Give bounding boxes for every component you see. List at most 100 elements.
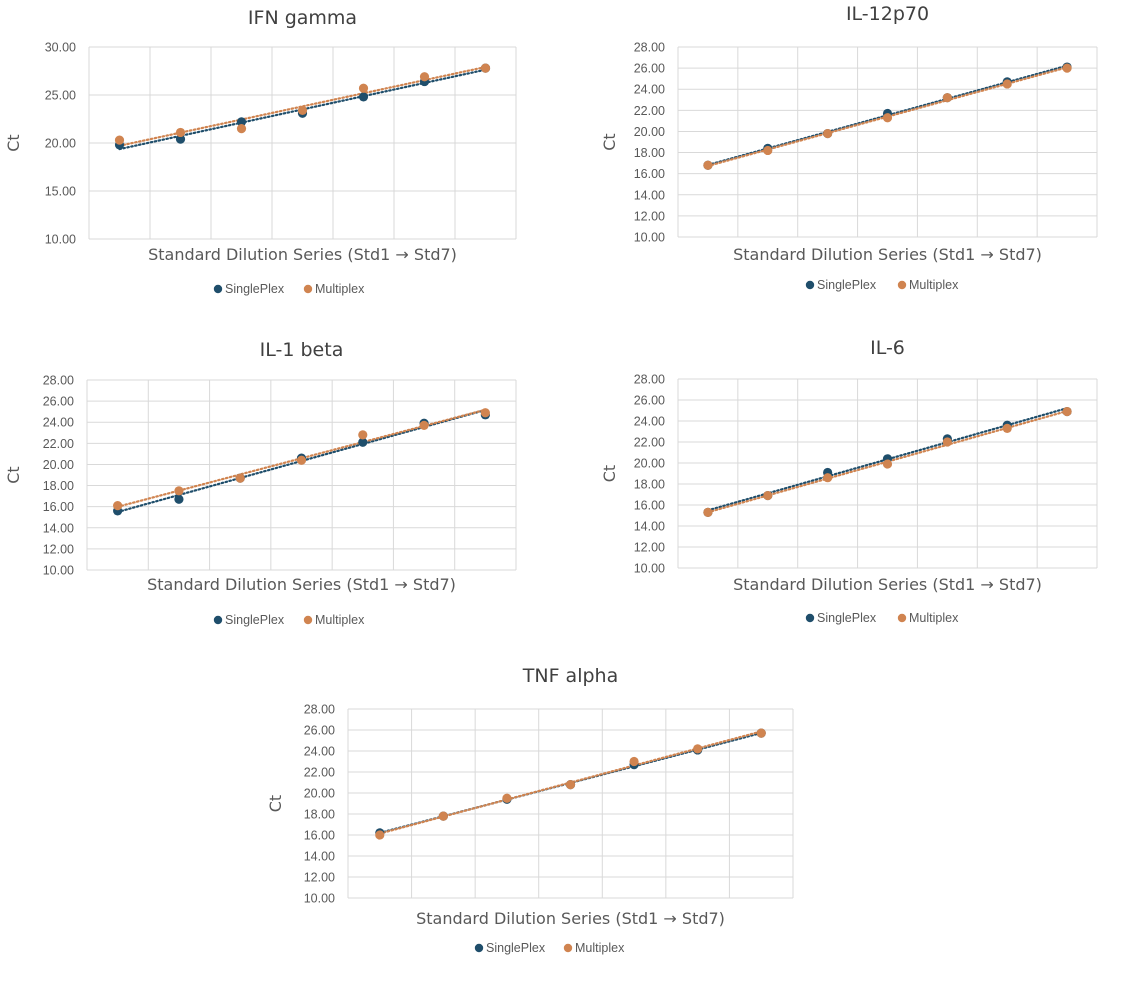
legend-marker-singleplex (213, 284, 223, 294)
data-point (703, 160, 713, 170)
legend-label-multiplex: Multiplex (909, 611, 959, 625)
series-multiplex (703, 63, 1072, 170)
y-tick-label: 10.00 (304, 892, 335, 906)
data-point (296, 455, 307, 465)
y-tick-label: 18.00 (634, 478, 665, 492)
gridlines (88, 46, 517, 240)
y-tick-label: 28.00 (634, 41, 665, 55)
legend-marker-multiplex (303, 615, 313, 625)
data-point (297, 105, 308, 115)
legend-label-multiplex: Multiplex (575, 941, 625, 955)
y-tick-label: 24.00 (634, 415, 665, 429)
y-tick-label: 20.00 (45, 137, 76, 151)
legend: SinglePlex Multiplex (805, 278, 959, 292)
x-axis-label: Standard Dilution Series (Std1 → Std7) (416, 909, 725, 928)
x-axis-label: Standard Dilution Series (Std1 → Std7) (733, 575, 1042, 594)
chart-svg: IFN gamma 10.00 15.00 20.00 25.00 30.00 Standa… (4, 7, 517, 296)
legend: SinglePlex Multiplex (474, 941, 625, 955)
y-tick-label: 14.00 (634, 520, 665, 534)
data-point (763, 490, 773, 501)
legend-label-singleplex: SinglePlex (225, 613, 285, 627)
legend-marker-multiplex (897, 280, 907, 290)
data-point (1062, 406, 1072, 417)
x-axis-label: Standard Dilution Series (Std1 → Std7) (148, 245, 457, 264)
y-tick-label: 16.00 (304, 829, 335, 843)
y-tick-label: 10.00 (634, 231, 665, 245)
data-point (703, 507, 713, 517)
data-point (693, 744, 703, 754)
y-tick-label: 12.00 (43, 542, 74, 556)
legend-label-singleplex: SinglePlex (817, 278, 877, 292)
legend-marker-singleplex (805, 613, 815, 623)
data-point (375, 830, 385, 840)
data-point (419, 72, 430, 82)
y-tick-label: 16.00 (43, 500, 74, 514)
y-tick-label: 10.00 (634, 562, 665, 576)
legend: SinglePlex Multiplex (805, 611, 959, 625)
data-point (823, 473, 833, 483)
gridlines (86, 379, 517, 571)
legend-marker-singleplex (805, 280, 815, 290)
data-point (1002, 423, 1012, 433)
legend-marker-singleplex (213, 615, 223, 625)
gridlines (677, 378, 1098, 569)
y-tick-label: 24.00 (634, 83, 665, 97)
data-point (235, 473, 245, 483)
data-point (358, 437, 368, 447)
chart-il-6: IL-6 10.00 12.00 14.00 16.00 18.00 20.00 22.00 2… (596, 332, 1136, 652)
data-point (358, 430, 368, 440)
x-axis-label: Standard Dilution Series (Std1 → Std7) (733, 245, 1042, 264)
legend: SinglePlex Multiplex (213, 282, 365, 296)
y-axis-label: Ct (4, 466, 23, 483)
y-tick-label: 28.00 (634, 373, 665, 387)
y-tick-label: 22.00 (304, 766, 335, 780)
data-point (358, 83, 369, 93)
y-tick-label: 15.00 (45, 185, 76, 199)
y-tick-label: 16.00 (634, 167, 665, 181)
data-point (629, 756, 639, 767)
y-tick-label: 24.00 (304, 745, 335, 759)
data-point (419, 420, 429, 430)
series-multiplex (114, 63, 491, 145)
data-point (174, 494, 184, 504)
y-tick-label: 20.00 (634, 457, 665, 471)
y-tick-label: 26.00 (634, 62, 665, 76)
series-multiplex (375, 728, 766, 840)
y-tick-label: 30.00 (45, 41, 76, 55)
chart-svg: IL-6 10.00 12.00 14.00 16.00 18.00 20.00 22.00 2… (600, 337, 1098, 625)
legend-label-singleplex: SinglePlex (817, 611, 877, 625)
data-point (358, 92, 369, 102)
data-point (763, 145, 773, 156)
data-point (438, 811, 448, 821)
data-point (236, 124, 247, 134)
data-point (480, 408, 490, 418)
y-tick-label: 22.00 (634, 104, 665, 118)
y-tick-label: 24.00 (43, 416, 74, 430)
chart-il-12p70: IL-12p70 10.00 12.00 14.00 16.00 18.00 20.00 22… (596, 0, 1136, 320)
data-point (942, 93, 952, 103)
chart-tnf-alpha: TNF alpha 10.00 12.00 14.00 16.00 18.00 20.00 2… (262, 662, 822, 982)
chart-title: IFN gamma (248, 7, 357, 29)
data-point (175, 134, 186, 144)
data-point (113, 501, 123, 511)
data-point (480, 63, 491, 73)
y-tick-label: 12.00 (304, 871, 335, 885)
y-tick-label: 14.00 (43, 521, 74, 535)
chart-title: IL-1 beta (260, 339, 344, 361)
chart-il-1-beta: IL-1 beta 10.00 12.00 14.00 16.00 18.00 20.00 2… (0, 332, 560, 652)
legend-marker-multiplex (563, 943, 573, 953)
y-axis-label: Ct (600, 133, 619, 150)
chart-title: TNF alpha (522, 665, 618, 687)
data-point (1002, 79, 1012, 89)
chart-svg: IL-1 beta 10.00 12.00 14.00 16.00 18.00 20.00 2… (4, 339, 517, 627)
legend-label-multiplex: Multiplex (315, 613, 365, 627)
data-point (882, 459, 893, 469)
legend-label-singleplex: SinglePlex (486, 941, 546, 955)
y-axis-label: Ct (266, 795, 285, 812)
legend-label-multiplex: Multiplex (909, 278, 959, 292)
chart-svg: TNF alpha 10.00 12.00 14.00 16.00 18.00 20.00 2… (266, 665, 794, 955)
y-tick-label: 12.00 (634, 541, 665, 555)
chart-ifn-gamma: IFN gamma 10.00 15.00 20.00 25.00 30.00 Standa… (0, 0, 560, 320)
data-point (175, 127, 186, 138)
y-tick-label: 26.00 (304, 724, 335, 738)
